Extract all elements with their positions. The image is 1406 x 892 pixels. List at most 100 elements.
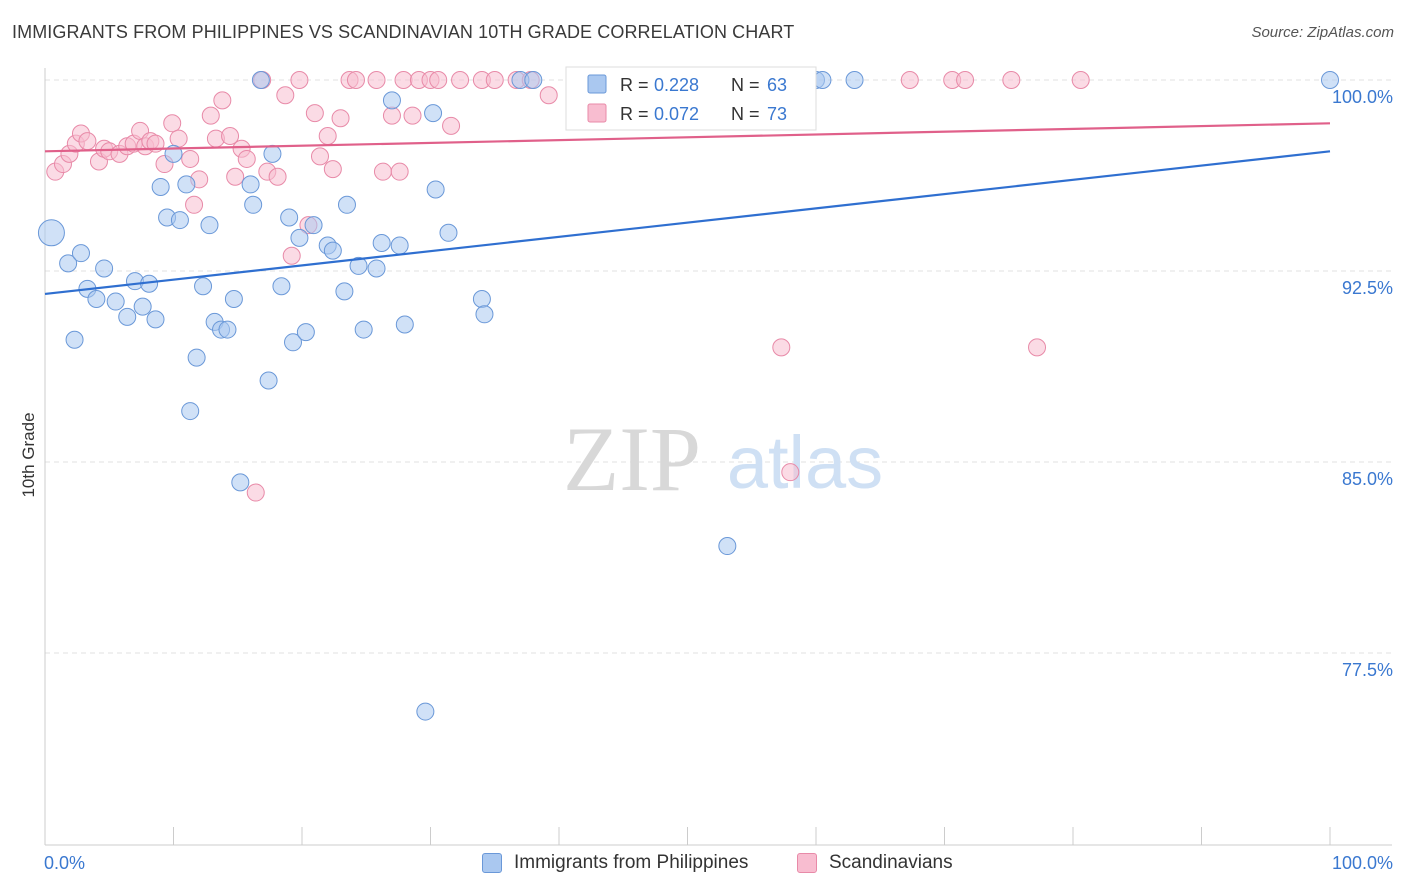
x-tick-label: 0.0% [44,853,85,873]
watermark-atlas: atlas [727,421,883,504]
y-axis-label: 10th Grade [19,412,38,497]
point-philippines [1321,71,1339,89]
point-philippines [251,71,270,89]
point-philippines [439,223,458,242]
point-philippines [296,323,315,342]
stats-swatch-pink [587,103,607,123]
y-tick-label: 77.5% [1342,660,1393,680]
point-philippines [349,256,368,275]
point-philippines [472,290,491,309]
point-scandinavians [956,71,975,89]
point-philippines [241,175,260,194]
point-philippines [181,402,200,421]
point-philippines [304,216,323,235]
point-philippines [218,320,237,339]
point-scandinavians [221,127,240,146]
stats-n-label-2: N = [731,104,760,124]
stats-r-label-2: R = [620,104,649,124]
point-philippines [194,277,213,296]
point-philippines [284,333,303,352]
stats-n-value-1: 63 [767,75,787,95]
watermark-zip: ZIP [563,408,701,510]
point-philippines [231,473,250,492]
point-scandinavians [394,71,413,89]
point-scandinavians [318,127,337,146]
point-scandinavians [201,106,220,125]
point-philippines [118,307,137,326]
point-philippines [133,297,152,316]
point-scandinavians [246,483,265,502]
point-philippines [170,211,189,230]
point-philippines [71,244,90,263]
x-tick-label: 100.0% [1332,853,1393,873]
legend-label-philippines: Immigrants from Philippines [514,852,749,873]
point-philippines [718,537,737,556]
point-philippines [263,144,282,163]
point-scandinavians [442,116,461,135]
point-scandinavians [276,86,295,105]
point-scandinavians [305,104,324,123]
trend-line-philippines [44,150,1331,296]
point-scandinavians [169,129,188,148]
watermark: ZIP atlas [563,408,883,510]
point-philippines [390,236,409,255]
stats-r-value-1: 0.228 [654,75,699,95]
stats-r-label-1: R = [620,75,649,95]
point-scandinavians [1002,71,1021,89]
point-philippines [524,71,543,89]
point-scandinavians [373,162,392,181]
point-scandinavians [539,86,558,105]
point-philippines [59,254,78,273]
point-scandinavians [310,147,329,166]
chart-title: IMMIGRANTS FROM PHILIPPINES VS SCANDINAV… [12,22,795,42]
stats-r-value-2: 0.072 [654,104,699,124]
point-philippines [290,228,309,247]
point-scandinavians [331,109,350,128]
point-scandinavians [268,167,287,186]
y-tick-label: 92.5% [1342,278,1393,298]
point-philippines [424,104,443,123]
point-scandinavians [367,71,386,89]
legend-label-scandinavians: Scandinavians [829,852,953,873]
legend-item-philippines[interactable]: Immigrants from Philippines [482,852,748,874]
point-philippines [323,241,342,260]
tick-labels: 100.0% 92.5% 85.0% 77.5% 0.0% 100.0% [44,87,1393,873]
point-scandinavians [772,338,791,357]
y-tick-label: 100.0% [1332,87,1393,107]
point-philippines [37,219,65,247]
point-scandinavians [900,71,919,89]
stats-n-value-2: 73 [767,104,787,124]
point-scandinavians [181,149,200,168]
point-philippines [244,195,263,214]
point-philippines [416,702,435,721]
point-philippines [224,290,243,309]
point-scandinavians [346,71,365,89]
point-philippines [151,177,170,196]
point-philippines [177,175,196,194]
point-philippines [200,216,219,235]
point-philippines [146,310,165,329]
trend-line-scandinavians [44,122,1331,153]
point-philippines [367,259,386,278]
point-philippines [426,180,445,199]
point-philippines [335,282,354,301]
stats-n-label-1: N = [731,75,760,95]
point-scandinavians [390,162,409,181]
point-scandinavians [485,71,504,89]
point-philippines [87,290,106,309]
point-philippines [372,233,391,252]
point-philippines [106,292,125,311]
point-scandinavians [237,149,256,168]
stats-box: R = 0.228 N = 63 R = 0.072 N = 73 [565,66,817,131]
legend-swatch-pink [797,853,817,873]
point-philippines [259,371,278,390]
point-philippines [845,71,864,89]
point-scandinavians [382,106,401,125]
point-scandinavians [429,71,448,89]
point-scandinavians [451,71,470,89]
trend-lines [44,122,1331,296]
point-scandinavians [1028,338,1047,357]
legend-item-scandinavians[interactable]: Scandinavians [797,852,953,874]
point-scandinavians [323,160,342,179]
data-points [37,71,1339,721]
